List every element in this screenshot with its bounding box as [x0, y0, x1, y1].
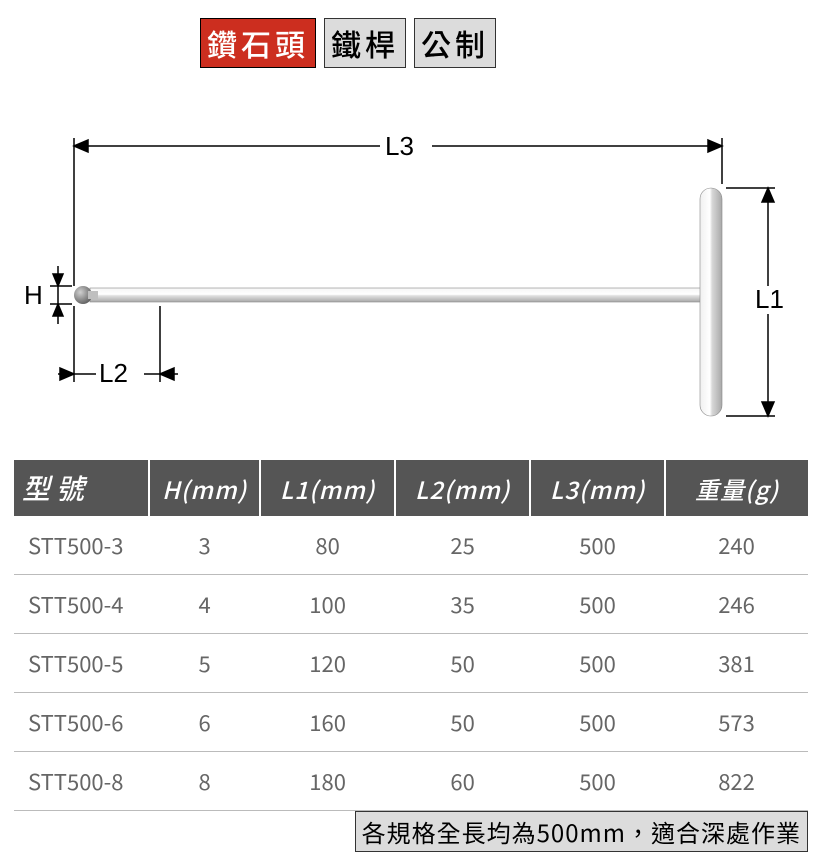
cell-value: 822 — [665, 752, 808, 811]
cell-value: 500 — [530, 752, 665, 811]
cell-value: 4 — [149, 575, 260, 634]
tags-row: 鑽石頭 鐵桿 公制 — [0, 0, 828, 68]
dimension-diagram: L3 L1 L2 H — [20, 128, 800, 448]
cell-value: 6 — [149, 693, 260, 752]
cell-value: 50 — [395, 634, 530, 693]
cell-value: 5 — [149, 634, 260, 693]
col-H: H(mm) — [149, 460, 260, 516]
cell-value: 80 — [260, 516, 395, 575]
cell-value: 60 — [395, 752, 530, 811]
tag-iron-rod: 鐵桿 — [324, 18, 406, 68]
cell-value: 246 — [665, 575, 808, 634]
spec-table-body: STT500-338025500240STT500-4410035500246S… — [14, 516, 808, 811]
cell-value: 35 — [395, 575, 530, 634]
table-row: STT500-338025500240 — [14, 516, 808, 575]
cell-value: 381 — [665, 634, 808, 693]
table-row: STT500-8818060500822 — [14, 752, 808, 811]
cell-model: STT500-8 — [14, 752, 149, 811]
table-row: STT500-4410035500246 — [14, 575, 808, 634]
cell-value: 500 — [530, 575, 665, 634]
cell-value: 160 — [260, 693, 395, 752]
tag-diamond-head: 鑽石頭 — [200, 18, 316, 68]
label-L2: L2 — [99, 358, 128, 388]
cell-value: 50 — [395, 693, 530, 752]
col-weight: 重量(g) — [665, 460, 808, 516]
col-L1: L1(mm) — [260, 460, 395, 516]
cell-value: 500 — [530, 693, 665, 752]
col-L2: L2(mm) — [395, 460, 530, 516]
cell-value: 25 — [395, 516, 530, 575]
table-row: STT500-6616050500573 — [14, 693, 808, 752]
tag-metric: 公制 — [414, 18, 496, 68]
spec-table: 型號 H(mm) L1(mm) L2(mm) L3(mm) 重量(g) STT5… — [14, 460, 808, 811]
cell-value: 120 — [260, 634, 395, 693]
cell-value: 240 — [665, 516, 808, 575]
cell-model: STT500-4 — [14, 575, 149, 634]
col-model: 型號 — [14, 460, 149, 516]
label-L1: L1 — [755, 284, 784, 314]
col-L3: L3(mm) — [530, 460, 665, 516]
table-row: STT500-5512050500381 — [14, 634, 808, 693]
cell-value: 8 — [149, 752, 260, 811]
cell-model: STT500-6 — [14, 693, 149, 752]
footnote-row: 各規格全長均為500mm，適合深處作業 — [14, 811, 808, 852]
cell-value: 3 — [149, 516, 260, 575]
cell-model: STT500-3 — [14, 516, 149, 575]
cell-value: 573 — [665, 693, 808, 752]
cell-value: 500 — [530, 634, 665, 693]
cell-value: 180 — [260, 752, 395, 811]
cell-value: 100 — [260, 575, 395, 634]
footnote-text: 各規格全長均為500mm，適合深處作業 — [355, 811, 808, 852]
spec-table-head: 型號 H(mm) L1(mm) L2(mm) L3(mm) 重量(g) — [14, 460, 808, 516]
label-H: H — [24, 280, 43, 310]
label-L3: L3 — [385, 131, 414, 161]
cell-model: STT500-5 — [14, 634, 149, 693]
cell-value: 500 — [530, 516, 665, 575]
